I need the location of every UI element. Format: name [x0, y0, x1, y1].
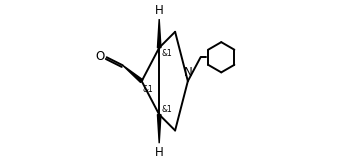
Text: H: H [155, 146, 164, 159]
Text: N: N [184, 66, 193, 79]
Text: &1: &1 [142, 85, 153, 94]
Text: &1: &1 [161, 105, 172, 114]
Polygon shape [158, 19, 161, 48]
Polygon shape [158, 115, 161, 143]
Text: H: H [155, 4, 164, 16]
Text: O: O [95, 50, 104, 63]
Text: &1: &1 [161, 49, 172, 58]
Polygon shape [122, 65, 143, 82]
